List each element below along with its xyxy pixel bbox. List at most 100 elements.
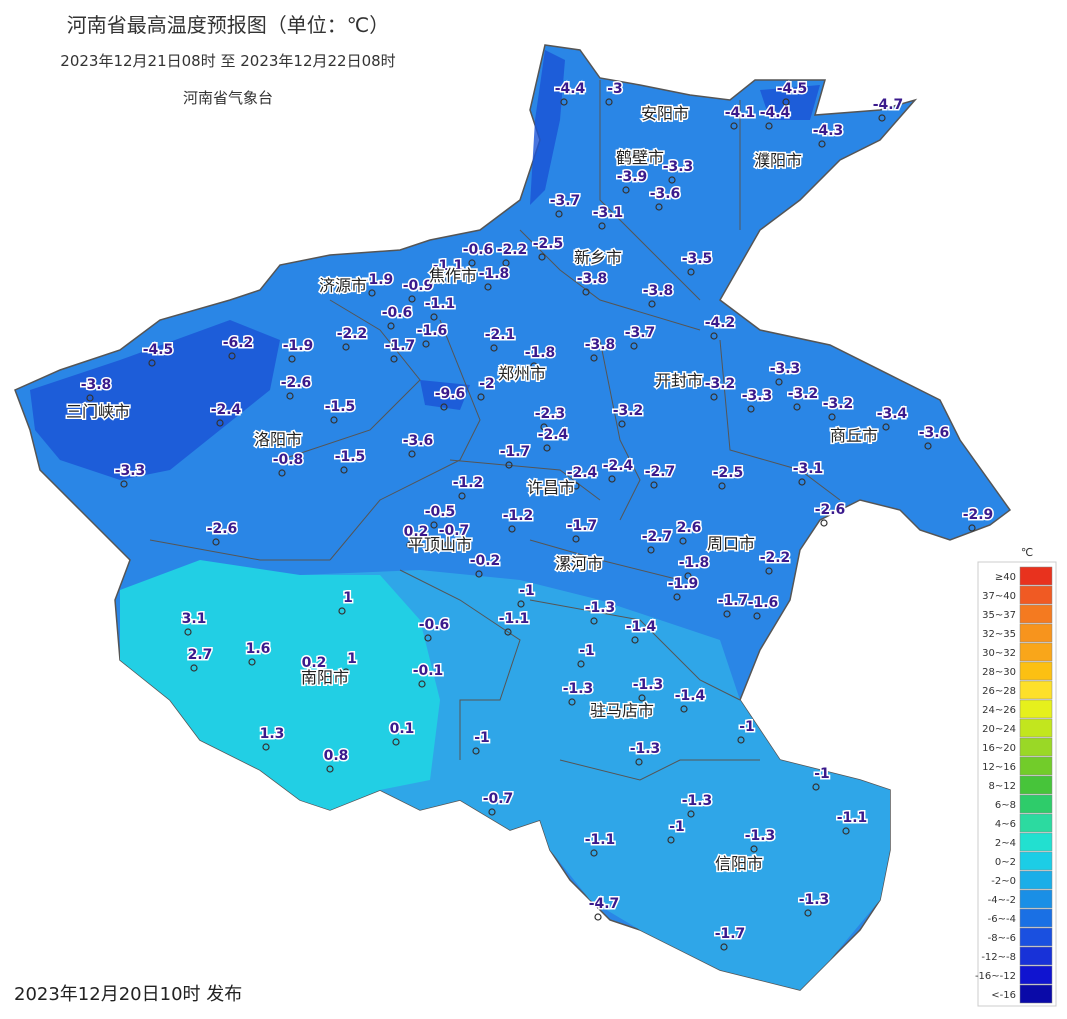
station-value: -1.1: [425, 296, 456, 312]
station-dot: [262, 743, 270, 751]
station-value: -4.1: [725, 105, 756, 121]
station-dot: [882, 423, 890, 431]
legend-label: 37~40: [982, 591, 1016, 602]
station-dot: [286, 392, 294, 400]
station-dot: [330, 416, 338, 424]
station-dot: [390, 355, 398, 363]
period: 2023年12月21日08时 至 2023年12月22日08时: [60, 52, 395, 70]
station-value: -1.7: [718, 593, 749, 609]
station-value: -3.4: [877, 406, 908, 422]
legend-swatch: [1019, 604, 1053, 624]
station-value: -1.9: [668, 576, 699, 592]
station-dot: [438, 275, 446, 283]
station-value: -1.2: [453, 475, 484, 491]
station-value: -3.1: [593, 205, 624, 221]
station-value: -3.2: [613, 403, 644, 419]
station-dot: [540, 423, 548, 431]
station-value: -0.8: [273, 452, 304, 468]
station-dot: [730, 122, 738, 130]
station-value: -1.3: [585, 600, 616, 616]
legend-label: -4~-2: [988, 895, 1016, 906]
station-dot: [458, 492, 466, 500]
station-value: -3.3: [770, 361, 801, 377]
station-value: -1.1: [837, 810, 868, 826]
cold-zone: [30, 50, 820, 480]
city-name: 濮阳市: [754, 151, 802, 170]
station-dot: [765, 122, 773, 130]
station-value: -3.8: [81, 377, 112, 393]
legend-label: -8~-6: [988, 933, 1016, 944]
station-dot: [650, 481, 658, 489]
station-value: -2.4: [538, 427, 569, 443]
city-name: 安阳市: [641, 104, 689, 123]
station-dot: [338, 607, 346, 615]
legend-swatch: [1019, 642, 1053, 662]
station-dot: [148, 359, 156, 367]
station-dot: [590, 617, 598, 625]
station-dot: [750, 845, 758, 853]
station-dot: [878, 114, 886, 122]
station-value: -1: [814, 766, 830, 782]
legend-label: -12~-8: [981, 952, 1016, 963]
legend-swatch: [1019, 832, 1053, 852]
station-value: -1.2: [503, 508, 534, 524]
station-value: -2.4: [211, 402, 242, 418]
station-dot: [326, 765, 334, 773]
station-value: -1.5: [325, 399, 356, 415]
city-name: 济源市: [319, 276, 367, 295]
station-dot: [798, 478, 806, 486]
station-value: -2.2: [760, 550, 791, 566]
station-value: -2: [479, 376, 495, 392]
station-value: -1.8: [679, 555, 710, 571]
legend-swatch: [1019, 585, 1053, 605]
station-dot: [484, 283, 492, 291]
station-dot: [517, 600, 525, 608]
station-value: -0.1: [413, 663, 444, 679]
station-dot: [687, 268, 695, 276]
station-dot: [490, 344, 498, 352]
legend-swatch: [1019, 737, 1053, 757]
station-value: -2.5: [713, 465, 744, 481]
station-value: -3.3: [115, 463, 146, 479]
station-value: -3.2: [788, 386, 819, 402]
station-value: -1.3: [799, 892, 830, 908]
station-dot: [680, 705, 688, 713]
city-name: 商丘市: [830, 426, 878, 445]
station-dot: [184, 628, 192, 636]
station-value: -0.6: [419, 617, 450, 633]
station-dot: [782, 98, 790, 106]
city-name: 焦作市: [429, 266, 477, 285]
legend-swatch: [1019, 889, 1053, 909]
station-dot: [392, 738, 400, 746]
legend-label: 0~2: [995, 857, 1016, 868]
station-value: -2.7: [642, 529, 673, 545]
station-value: 1.3: [260, 726, 285, 742]
station-dot: [278, 469, 286, 477]
station-value: -1.1: [585, 832, 616, 848]
station-value: -3.3: [663, 159, 694, 175]
station-value: -1.9: [363, 272, 394, 288]
station-value: -1.8: [479, 266, 510, 282]
station-dot: [679, 537, 687, 545]
station-value: -3.8: [643, 283, 674, 299]
station-value: -2.2: [337, 326, 368, 342]
station-dot: [572, 482, 580, 490]
station-value: -1.8: [525, 345, 556, 361]
station-value: -4.4: [760, 105, 791, 121]
station-value: -3.6: [650, 186, 681, 202]
station-value: -1.7: [567, 518, 598, 534]
station-value: -1.1: [433, 258, 464, 274]
warm-zone: [300, 570, 890, 990]
station-dot: [775, 378, 783, 386]
station-value: -1: [579, 643, 595, 659]
station-value: -3.8: [577, 271, 608, 287]
station-value: -2.4: [567, 465, 598, 481]
station-dot: [408, 295, 416, 303]
district-borders: [149, 80, 841, 781]
station-value: -2.5: [533, 236, 564, 252]
station-dot: [342, 343, 350, 351]
station-value: -1.4: [675, 688, 706, 704]
station-value: -6.2: [223, 335, 254, 351]
station-value: -1.6: [417, 323, 448, 339]
legend-swatch: [1019, 965, 1053, 985]
